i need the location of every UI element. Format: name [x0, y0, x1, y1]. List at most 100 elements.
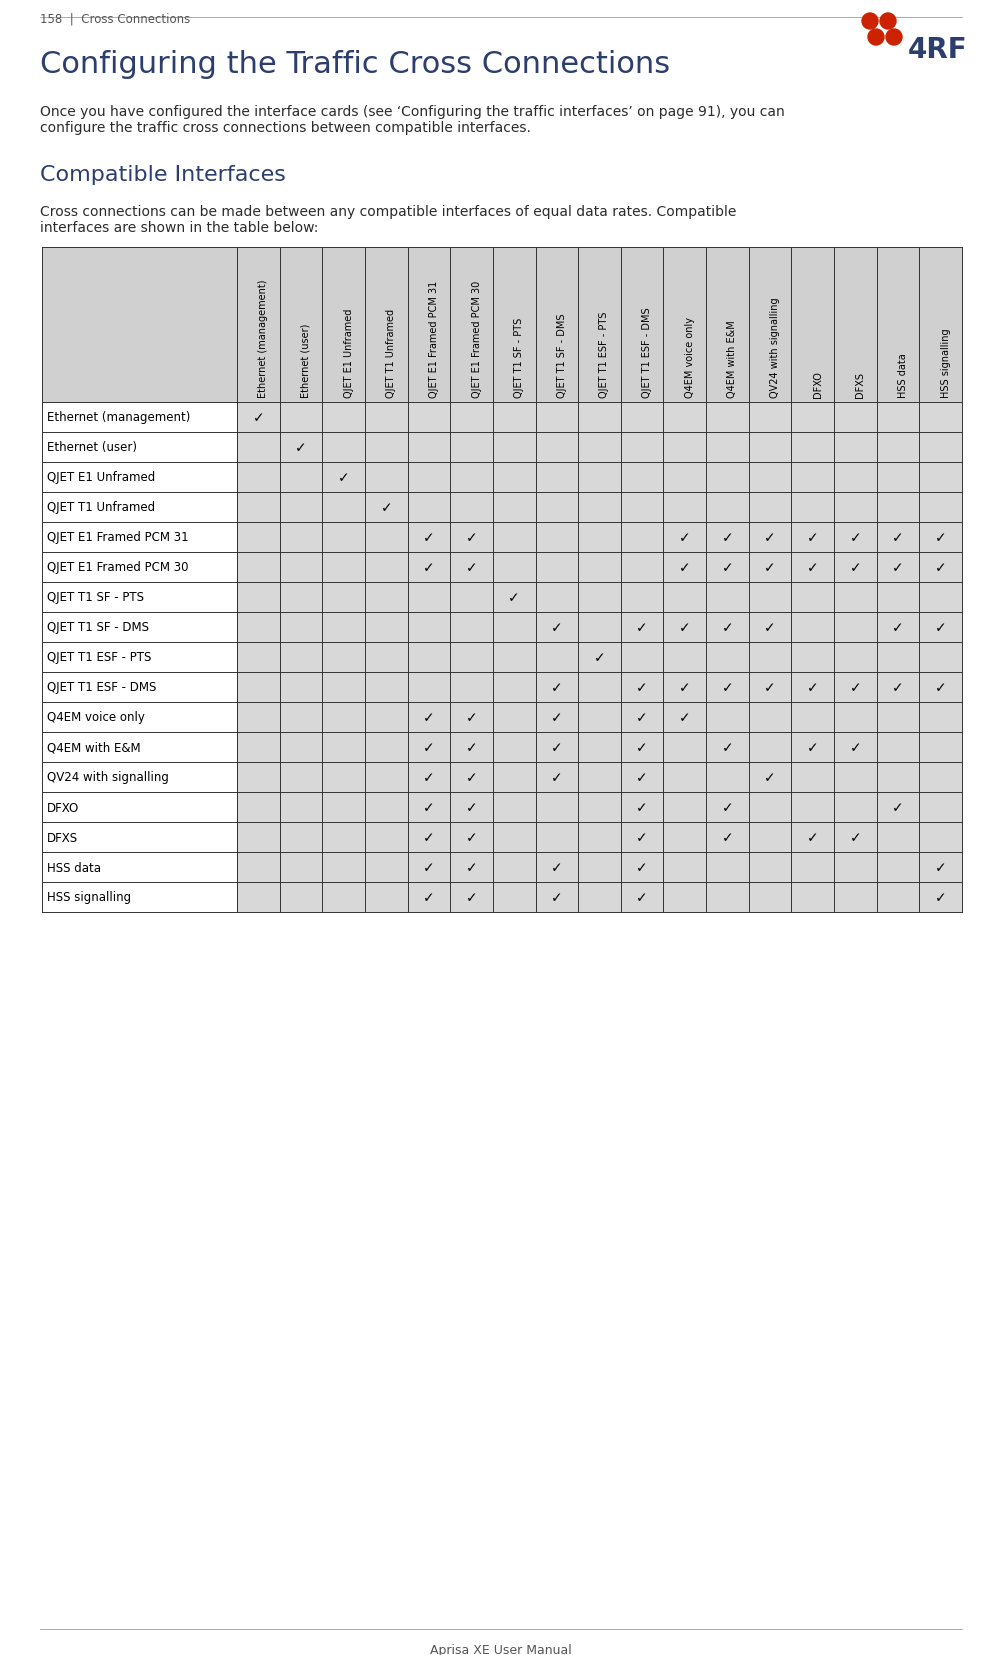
Bar: [42, 852, 962, 882]
Text: QJET T1 Unframed: QJET T1 Unframed: [47, 501, 155, 515]
Text: ✓: ✓: [423, 561, 435, 574]
Text: ✓: ✓: [935, 680, 947, 695]
Text: ✓: ✓: [892, 561, 904, 574]
Text: HSS signalling: HSS signalling: [941, 328, 951, 397]
Text: ✓: ✓: [636, 680, 648, 695]
Bar: [237, 493, 962, 523]
Text: ✓: ✓: [636, 801, 648, 814]
Text: ✓: ✓: [551, 680, 563, 695]
Text: ✓: ✓: [892, 801, 904, 814]
Text: QJET T1 SF - PTS: QJET T1 SF - PTS: [47, 591, 144, 604]
Text: QJET T1 ESF - DMS: QJET T1 ESF - DMS: [642, 308, 652, 397]
Bar: [42, 493, 962, 523]
Text: ✓: ✓: [935, 531, 947, 544]
Text: ✓: ✓: [679, 621, 690, 634]
Bar: [42, 852, 237, 882]
Circle shape: [886, 30, 902, 46]
Bar: [237, 402, 962, 432]
Text: DFXS: DFXS: [47, 831, 78, 844]
Text: ✓: ✓: [935, 561, 947, 574]
Text: HSS data: HSS data: [898, 353, 908, 397]
Text: ✓: ✓: [765, 621, 776, 634]
Circle shape: [868, 30, 884, 46]
Text: ✓: ✓: [466, 861, 477, 874]
Bar: [42, 248, 962, 402]
Bar: [42, 733, 962, 763]
Text: Configuring the Traffic Cross Connections: Configuring the Traffic Cross Connection…: [40, 50, 670, 79]
Text: ✓: ✓: [807, 531, 819, 544]
Bar: [237, 823, 962, 852]
Text: ✓: ✓: [423, 740, 435, 755]
Text: QJET T1 ESF - PTS: QJET T1 ESF - PTS: [599, 311, 609, 397]
Text: ✓: ✓: [466, 831, 477, 844]
Text: DFXO: DFXO: [47, 801, 79, 814]
Text: QJET E1 Framed PCM 31: QJET E1 Framed PCM 31: [47, 531, 188, 544]
Text: ✓: ✓: [765, 561, 776, 574]
Text: Once you have configured the interface cards (see ‘Configuring the traffic inter: Once you have configured the interface c…: [40, 104, 785, 136]
Bar: [42, 553, 237, 583]
Bar: [42, 642, 237, 672]
Text: Compatible Interfaces: Compatible Interfaces: [40, 166, 286, 185]
Bar: [42, 882, 962, 912]
Text: Cross connections can be made between any compatible interfaces of equal data ra: Cross connections can be made between an…: [40, 205, 736, 235]
Text: HSS data: HSS data: [47, 861, 101, 874]
Text: ✓: ✓: [423, 771, 435, 784]
Text: ✓: ✓: [636, 771, 648, 784]
Text: DFXS: DFXS: [856, 372, 866, 397]
Text: ✓: ✓: [551, 621, 563, 634]
Text: ✓: ✓: [551, 710, 563, 725]
Text: ✓: ✓: [466, 710, 477, 725]
Circle shape: [862, 13, 878, 30]
Bar: [42, 463, 237, 493]
Bar: [42, 763, 962, 793]
Text: Ethernet (user): Ethernet (user): [301, 323, 311, 397]
Bar: [42, 523, 962, 553]
Text: QV24 with signalling: QV24 with signalling: [771, 298, 781, 397]
Text: Ethernet (user): Ethernet (user): [47, 442, 137, 453]
Bar: [42, 523, 237, 553]
Text: ✓: ✓: [551, 861, 563, 874]
Text: ✓: ✓: [892, 621, 904, 634]
Bar: [237, 432, 962, 463]
Bar: [237, 733, 962, 763]
Text: QJET E1 Framed PCM 30: QJET E1 Framed PCM 30: [472, 281, 482, 397]
Text: ✓: ✓: [551, 890, 563, 904]
Text: ✓: ✓: [423, 861, 435, 874]
Bar: [42, 612, 237, 642]
Bar: [42, 882, 237, 912]
Text: ✓: ✓: [765, 531, 776, 544]
Text: ✓: ✓: [466, 531, 477, 544]
Bar: [237, 523, 962, 553]
Text: ✓: ✓: [935, 621, 947, 634]
Text: ✓: ✓: [850, 740, 861, 755]
Text: ✓: ✓: [807, 740, 819, 755]
Bar: [237, 583, 962, 612]
Text: ✓: ✓: [636, 621, 648, 634]
Text: Aprisa XE User Manual: Aprisa XE User Manual: [430, 1643, 572, 1655]
Bar: [42, 553, 962, 583]
Text: ✓: ✓: [721, 680, 733, 695]
Bar: [237, 672, 962, 703]
Text: DFXO: DFXO: [813, 371, 823, 397]
Text: ✓: ✓: [679, 561, 690, 574]
Text: ✓: ✓: [508, 591, 520, 604]
Text: QJET E1 Unframed: QJET E1 Unframed: [344, 308, 354, 397]
Bar: [237, 793, 962, 823]
Bar: [42, 463, 962, 493]
Text: ✓: ✓: [765, 771, 776, 784]
Text: QJET T1 Unframed: QJET T1 Unframed: [386, 309, 396, 397]
Text: 4RF: 4RF: [908, 36, 968, 65]
Bar: [42, 612, 962, 642]
Text: ✓: ✓: [721, 740, 733, 755]
Text: ✓: ✓: [253, 410, 265, 425]
Bar: [42, 763, 237, 793]
Bar: [42, 733, 237, 763]
Bar: [42, 672, 962, 703]
Text: Q4EM voice only: Q4EM voice only: [684, 316, 694, 397]
Text: ✓: ✓: [636, 831, 648, 844]
Text: ✓: ✓: [679, 531, 690, 544]
Text: ✓: ✓: [807, 561, 819, 574]
Bar: [42, 672, 237, 703]
Text: ✓: ✓: [721, 621, 733, 634]
Text: ✓: ✓: [935, 890, 947, 904]
